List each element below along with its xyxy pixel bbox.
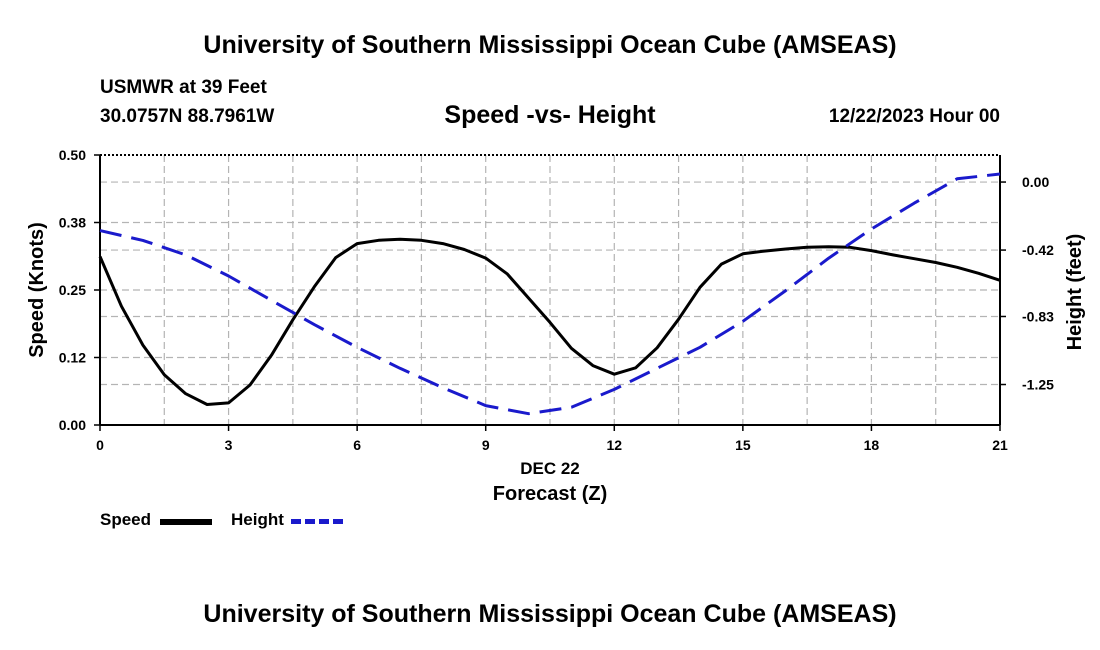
x-axis-label: Forecast (Z): [493, 483, 607, 505]
y2-tick-label: -0.42: [1022, 242, 1054, 258]
footer-title: University of Southern Mississippi Ocean…: [203, 600, 897, 628]
x-tick-label: 9: [482, 437, 490, 453]
legend-label-speed: Speed: [100, 510, 152, 529]
series-line-height: [99, 172, 1001, 416]
chart-title: University of Southern Mississippi Ocean…: [203, 31, 897, 59]
axis-labels: 0 3 6 9 12 15 18 21 0.00 0.12 0.25 0.38 0.50 -1.25 -0.…: [26, 147, 1086, 505]
y-tick-label: 0.00: [59, 417, 86, 433]
x-axis-date: DEC 22: [520, 459, 580, 478]
series-lines: [98, 172, 1001, 416]
x-tick-label: 15: [735, 437, 751, 453]
y-tick-label: 0.50: [59, 147, 86, 163]
axes: [94, 154, 1006, 431]
y-tick-label: 0.38: [59, 215, 86, 231]
coordinates-label: 30.0757N 88.7961W: [100, 106, 275, 127]
series-line-speed: [98, 237, 1001, 406]
x-tick-label: 0: [96, 437, 104, 453]
y2-tick-label: -1.25: [1022, 377, 1054, 393]
y2-axis-label: Height (feet): [1064, 234, 1086, 351]
x-tick-label: 21: [992, 437, 1008, 453]
legend-swatch-speed: [160, 519, 212, 525]
x-tick-label: 6: [353, 437, 361, 453]
x-tick-label: 3: [225, 437, 233, 453]
x-tick-label: 12: [606, 437, 622, 453]
legend-label-height: Height: [231, 510, 284, 529]
y-axis-label: Speed (Knots): [26, 222, 48, 358]
y2-tick-label: -0.83: [1022, 308, 1054, 324]
station-label: USMWR at 39 Feet: [100, 77, 267, 98]
y2-tick-label: 0.00: [1022, 174, 1049, 190]
chart-subtitle: Speed -vs- Height: [444, 101, 656, 129]
y-tick-label: 0.12: [59, 350, 86, 366]
y-tick-label: 0.25: [59, 282, 86, 298]
grid-lines: [100, 155, 1000, 425]
x-tick-label: 18: [864, 437, 880, 453]
forecast-date-label: 12/22/2023 Hour 00: [828, 106, 1000, 127]
legend-swatch-height: [291, 519, 343, 524]
